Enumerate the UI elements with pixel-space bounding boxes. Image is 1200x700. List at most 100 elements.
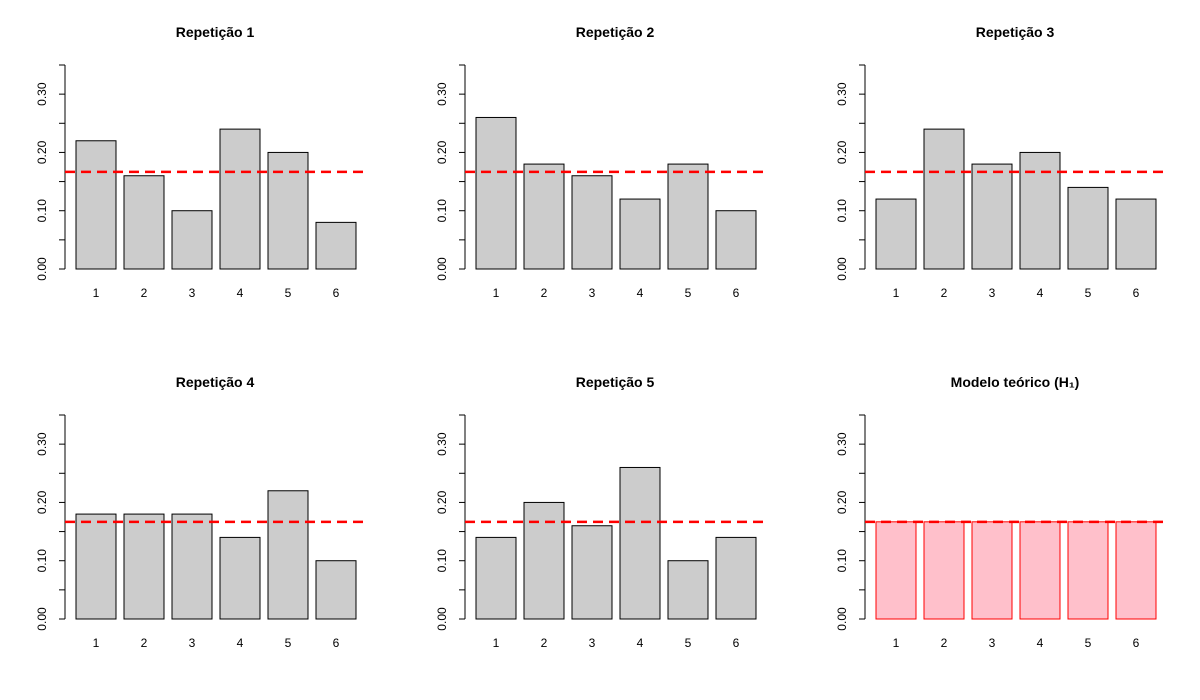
bar-2 <box>923 521 965 620</box>
chart-panel-1: Repetição 1 0.00 0.10 0.20 0.30 1 2 3 4 5 6 <box>35 24 368 300</box>
bar-3 <box>571 175 613 270</box>
y-tick-label: 0.20 <box>35 490 49 514</box>
x-tick-label: 2 <box>941 286 948 300</box>
y-tick-label: 0.30 <box>35 432 49 456</box>
y-tick-label: 0.00 <box>835 607 849 631</box>
x-tick-label: 3 <box>589 286 596 300</box>
bar-3 <box>571 525 613 620</box>
bar-4 <box>1019 151 1061 270</box>
y-tick-label: 0.10 <box>435 199 449 223</box>
x-tick-label: 5 <box>685 286 692 300</box>
x-tick-label: 3 <box>189 636 196 650</box>
x-tick-label: 1 <box>893 636 900 650</box>
y-tick-label: 0.20 <box>835 490 849 514</box>
bar-6 <box>1115 198 1157 270</box>
bar-6 <box>315 560 357 620</box>
bar-6 <box>715 210 757 270</box>
x-tick-label: 3 <box>989 286 996 300</box>
x-tick-label: 6 <box>733 286 740 300</box>
bar-1 <box>475 116 517 270</box>
bar-4 <box>219 128 261 270</box>
bar-3 <box>171 513 213 620</box>
bar-3 <box>971 521 1013 620</box>
bar-1 <box>75 513 117 620</box>
x-tick-label: 2 <box>141 636 148 650</box>
bar-6 <box>715 536 757 620</box>
y-tick-label: 0.00 <box>435 607 449 631</box>
x-tick-label: 6 <box>733 636 740 650</box>
y-tick-label: 0.20 <box>435 140 449 164</box>
bar-2 <box>523 163 565 270</box>
x-tick-label: 5 <box>285 636 292 650</box>
chart-title: Repetição 2 <box>576 24 655 40</box>
x-tick-label: 1 <box>93 286 100 300</box>
y-tick-label: 0.00 <box>435 257 449 281</box>
chart-panel-5: Repetição 5 0.00 0.10 0.20 0.30 1 2 3 4 5 6 <box>435 374 768 650</box>
chart-title: Repetição 4 <box>176 374 255 390</box>
x-tick-label: 4 <box>637 286 644 300</box>
bar-4 <box>1019 521 1061 620</box>
y-tick-label: 0.20 <box>835 140 849 164</box>
bar-5 <box>267 151 309 270</box>
y-tick-label: 0.00 <box>35 257 49 281</box>
bar-1 <box>875 521 917 620</box>
bar-5 <box>667 560 709 620</box>
x-tick-label: 2 <box>141 286 148 300</box>
bar-5 <box>267 490 309 620</box>
y-tick-label: 0.10 <box>835 199 849 223</box>
y-tick-label: 0.10 <box>35 199 49 223</box>
x-tick-label: 2 <box>541 286 548 300</box>
chart-panel-6: Modelo teórico (H₁) 0.00 0.10 0.20 0.30 1 2 3 4 5… <box>835 374 1168 650</box>
bar-2 <box>523 501 565 620</box>
bar-4 <box>619 198 661 270</box>
y-tick-label: 0.00 <box>835 257 849 281</box>
bar-4 <box>219 536 261 620</box>
y-tick-label: 0.10 <box>835 549 849 573</box>
x-tick-label: 1 <box>493 636 500 650</box>
x-tick-label: 1 <box>493 286 500 300</box>
x-tick-label: 1 <box>893 286 900 300</box>
bar-3 <box>171 210 213 270</box>
x-tick-label: 1 <box>93 636 100 650</box>
x-tick-label: 5 <box>685 636 692 650</box>
y-tick-label: 0.30 <box>35 82 49 106</box>
bar-5 <box>1067 186 1109 270</box>
x-tick-label: 4 <box>1037 286 1044 300</box>
y-tick-label: 0.00 <box>35 607 49 631</box>
x-tick-label: 4 <box>637 636 644 650</box>
chart-title: Repetição 3 <box>976 24 1055 40</box>
x-tick-label: 4 <box>237 286 244 300</box>
chart-title: Repetição 1 <box>176 24 255 40</box>
x-tick-label: 4 <box>1037 636 1044 650</box>
x-tick-label: 6 <box>1133 286 1140 300</box>
bar-1 <box>475 536 517 620</box>
bar-3 <box>971 163 1013 270</box>
chart-panel-2: Repetição 2 0.00 0.10 0.20 0.30 1 2 3 4 5 6 <box>435 24 768 300</box>
x-tick-label: 6 <box>1133 636 1140 650</box>
y-tick-label: 0.20 <box>35 140 49 164</box>
chart-panel-4: Repetição 4 0.00 0.10 0.20 0.30 1 2 3 4 5 6 <box>35 374 368 650</box>
chart-title: Repetição 5 <box>576 374 655 390</box>
bar-4 <box>619 466 661 620</box>
x-tick-label: 6 <box>333 636 340 650</box>
x-tick-label: 5 <box>1085 636 1092 650</box>
bar-5 <box>667 163 709 270</box>
bar-6 <box>315 221 357 270</box>
y-tick-label: 0.10 <box>35 549 49 573</box>
bar-1 <box>75 140 117 270</box>
y-tick-label: 0.30 <box>435 82 449 106</box>
chart-title: Modelo teórico (H₁) <box>951 374 1080 390</box>
x-tick-label: 3 <box>989 636 996 650</box>
y-tick-label: 0.30 <box>435 432 449 456</box>
y-tick-label: 0.30 <box>835 432 849 456</box>
x-tick-label: 4 <box>237 636 244 650</box>
x-tick-label: 6 <box>333 286 340 300</box>
bar-2 <box>923 128 965 270</box>
bar-2 <box>123 513 165 620</box>
x-tick-label: 3 <box>589 636 596 650</box>
x-tick-label: 5 <box>1085 286 1092 300</box>
y-tick-label: 0.30 <box>835 82 849 106</box>
bar-1 <box>875 198 917 270</box>
x-tick-label: 2 <box>541 636 548 650</box>
